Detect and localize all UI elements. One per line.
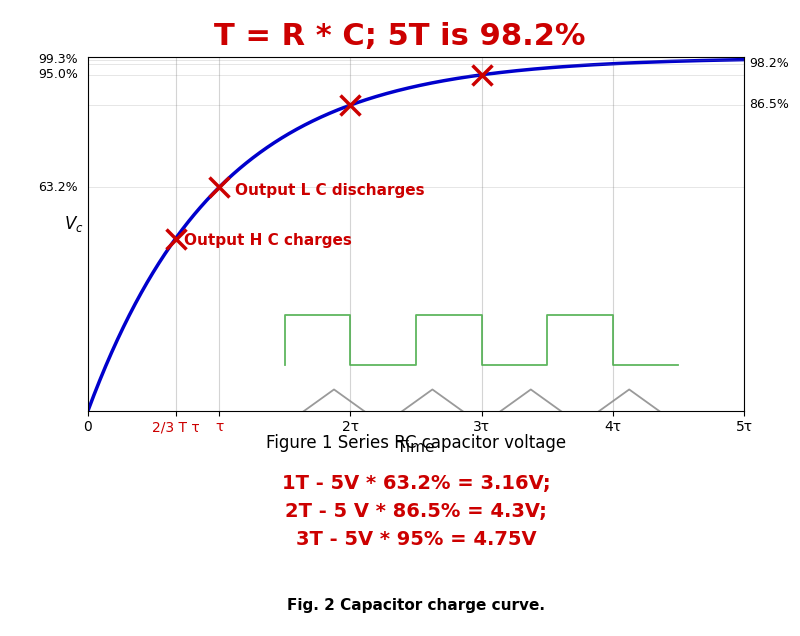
Text: 99.3%: 99.3% bbox=[38, 53, 78, 66]
Text: Output H C charges: Output H C charges bbox=[184, 233, 352, 248]
Text: Figure 1 Series RC capacitor voltage: Figure 1 Series RC capacitor voltage bbox=[266, 434, 566, 452]
Y-axis label: $V_c$: $V_c$ bbox=[64, 214, 84, 234]
Text: 1T - 5V * 63.2% = 3.16V;
2T - 5 V * 86.5% = 4.3V;
3T - 5V * 95% = 4.75V: 1T - 5V * 63.2% = 3.16V; 2T - 5 V * 86.5… bbox=[282, 474, 550, 549]
Text: Fig. 2 Capacitor charge curve.: Fig. 2 Capacitor charge curve. bbox=[287, 598, 545, 613]
Text: 98.2%: 98.2% bbox=[750, 57, 789, 70]
X-axis label: Time: Time bbox=[398, 440, 434, 455]
Text: T = R * C; 5T is 98.2%: T = R * C; 5T is 98.2% bbox=[214, 22, 586, 52]
Text: Output L C discharges: Output L C discharges bbox=[235, 183, 425, 198]
Text: 86.5%: 86.5% bbox=[750, 99, 789, 111]
Text: 95.0%: 95.0% bbox=[38, 69, 78, 81]
Text: 63.2%: 63.2% bbox=[38, 181, 78, 194]
